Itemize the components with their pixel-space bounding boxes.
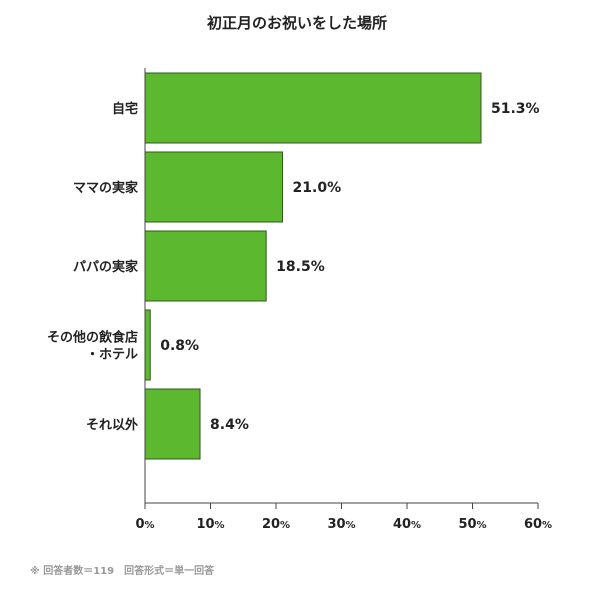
x-tick-label: 50% (458, 517, 486, 532)
value-label: 51.3% (491, 101, 540, 117)
value-label: 8.4% (210, 417, 249, 433)
bar (144, 230, 267, 302)
value-label: 0.8% (160, 338, 199, 354)
x-axis: 0% 10% 20% 30% 40% 50% 60% (135, 68, 552, 532)
value-label: 21.0% (293, 180, 342, 196)
x-tick-label: 30% (327, 517, 355, 532)
x-tick-label: 40% (393, 517, 421, 532)
footnote: ※ 回答者数＝119 回答形式＝単一回答 (30, 564, 215, 577)
category-label: その他の飲食店・ホテル (47, 330, 138, 363)
x-tick-label: 60% (524, 517, 552, 532)
category-label: ママの実家 (73, 180, 139, 196)
chart-title: 初正月のお祝いをした場所 (207, 14, 387, 32)
bar (144, 72, 482, 144)
x-tick-label: 10% (196, 517, 224, 532)
x-tick-label: 20% (262, 517, 290, 532)
bar (144, 388, 201, 460)
category-label: それ以外 (86, 417, 138, 433)
bar (144, 309, 151, 381)
category-label: 自宅 (112, 101, 138, 117)
bars-group: 51.3% 自宅 21.0% ママの実家 18.5% パパの実家 0.8% その他の飲食店・ホ… (47, 72, 540, 460)
category-label: パパの実家 (73, 259, 139, 275)
bar (144, 151, 284, 223)
value-label: 18.5% (276, 259, 325, 275)
x-tick-label: 0% (135, 517, 154, 532)
